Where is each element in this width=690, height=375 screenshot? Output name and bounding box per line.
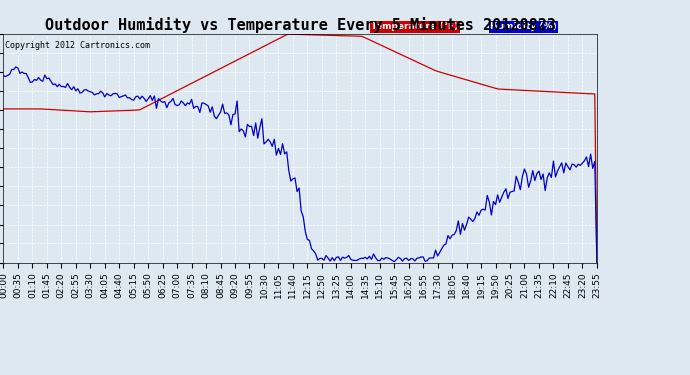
Title: Outdoor Humidity vs Temperature Every 5 Minutes 20120823: Outdoor Humidity vs Temperature Every 5 … xyxy=(45,16,555,33)
Text: Copyright 2012 Cartronics.com: Copyright 2012 Cartronics.com xyxy=(5,40,150,50)
Text: Temperature (°F): Temperature (°F) xyxy=(371,22,458,32)
Text: Humidity (%): Humidity (%) xyxy=(490,22,557,32)
